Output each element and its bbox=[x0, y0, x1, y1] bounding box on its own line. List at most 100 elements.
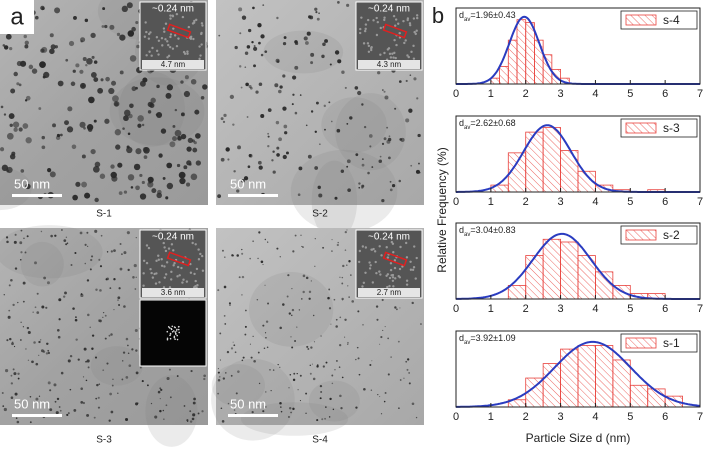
particle bbox=[106, 362, 109, 365]
particle bbox=[59, 133, 63, 137]
bar bbox=[612, 359, 631, 408]
particle bbox=[294, 340, 297, 343]
particle bbox=[381, 298, 384, 302]
x-tick-label: 6 bbox=[662, 196, 668, 208]
particle bbox=[346, 3, 350, 7]
particle bbox=[285, 151, 289, 155]
particle bbox=[319, 397, 322, 400]
particle bbox=[346, 122, 349, 125]
particle bbox=[255, 90, 259, 94]
x-tick-label: 6 bbox=[662, 88, 668, 100]
particle bbox=[335, 318, 338, 321]
particle bbox=[98, 383, 101, 386]
particle bbox=[331, 382, 334, 385]
particle bbox=[217, 371, 220, 374]
particle bbox=[84, 192, 91, 199]
particle bbox=[294, 111, 298, 115]
particle bbox=[355, 406, 358, 409]
particle bbox=[258, 382, 261, 385]
particle bbox=[93, 119, 97, 123]
particle bbox=[150, 402, 153, 405]
particle bbox=[17, 372, 20, 375]
particle bbox=[217, 194, 222, 199]
lattice bbox=[399, 245, 402, 249]
lattice bbox=[192, 286, 196, 289]
scale-bar-label: 50 nm bbox=[230, 396, 266, 411]
particle bbox=[329, 63, 332, 66]
particle bbox=[128, 113, 133, 119]
particle bbox=[246, 45, 251, 49]
bar bbox=[507, 285, 527, 300]
particle bbox=[9, 337, 12, 341]
inset-spacing: ~0.24 nm bbox=[368, 4, 410, 15]
particle bbox=[40, 349, 44, 353]
particle bbox=[406, 368, 409, 371]
particle bbox=[84, 18, 89, 23]
inset-size-bg bbox=[358, 60, 420, 69]
particle bbox=[79, 121, 86, 128]
particle bbox=[258, 165, 263, 170]
particle bbox=[190, 173, 198, 181]
lattice bbox=[393, 38, 396, 42]
lattice bbox=[195, 267, 199, 271]
particle bbox=[129, 103, 134, 109]
particle bbox=[77, 358, 80, 361]
particle bbox=[127, 352, 130, 355]
panel-label: a bbox=[10, 3, 24, 30]
particle bbox=[301, 298, 303, 300]
particle bbox=[282, 42, 287, 46]
particle bbox=[231, 400, 233, 402]
lattice bbox=[194, 243, 197, 246]
lattice bbox=[200, 254, 204, 258]
particle bbox=[7, 315, 11, 319]
particle bbox=[358, 186, 361, 189]
particle bbox=[279, 326, 282, 330]
particle bbox=[133, 163, 141, 171]
particle bbox=[341, 282, 344, 285]
particle bbox=[265, 336, 267, 339]
particle bbox=[87, 366, 90, 369]
lattice bbox=[189, 37, 193, 40]
particle bbox=[190, 78, 197, 85]
particle bbox=[375, 305, 379, 308]
particle bbox=[241, 294, 243, 296]
particle bbox=[324, 39, 328, 43]
particle bbox=[95, 397, 98, 400]
particle bbox=[94, 229, 98, 233]
particle bbox=[168, 368, 171, 371]
particle bbox=[316, 365, 319, 368]
particle bbox=[126, 2, 133, 9]
particle bbox=[10, 374, 13, 377]
particle bbox=[266, 346, 269, 349]
particle bbox=[135, 276, 137, 279]
lattice bbox=[415, 14, 419, 17]
particle bbox=[248, 85, 252, 89]
x-tick-label: 5 bbox=[627, 303, 633, 315]
lattice bbox=[145, 244, 149, 247]
lattice bbox=[410, 50, 413, 54]
texture bbox=[211, 358, 295, 441]
particle bbox=[110, 171, 117, 179]
particle bbox=[262, 263, 264, 266]
particle bbox=[410, 164, 413, 167]
particle bbox=[19, 241, 23, 245]
particle bbox=[162, 176, 166, 180]
particle bbox=[8, 309, 11, 312]
lattice bbox=[157, 53, 160, 56]
lattice bbox=[366, 42, 370, 45]
lattice bbox=[182, 278, 185, 281]
particle bbox=[403, 377, 405, 379]
particle bbox=[194, 109, 200, 115]
lattice bbox=[186, 52, 189, 55]
particle bbox=[96, 383, 99, 387]
scale-bar bbox=[12, 414, 62, 417]
axes-frame bbox=[455, 330, 701, 408]
particle bbox=[296, 372, 298, 375]
lattice bbox=[167, 54, 171, 58]
lattice bbox=[401, 265, 404, 268]
particle bbox=[121, 378, 124, 381]
scale-bar-label: 50 nm bbox=[14, 396, 50, 411]
lattice bbox=[383, 16, 386, 19]
particle bbox=[24, 40, 29, 45]
particle bbox=[339, 344, 342, 347]
